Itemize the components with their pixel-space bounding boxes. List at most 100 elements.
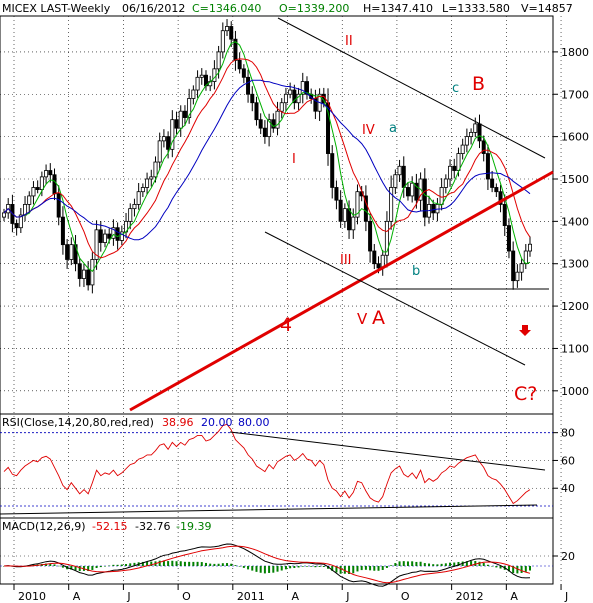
candle-up [460, 144, 465, 154]
candle-up [153, 161, 158, 178]
candle-down [52, 174, 57, 195]
macd-hist-bar [390, 565, 393, 566]
candle-down [334, 187, 339, 201]
candle-up [212, 68, 217, 82]
macd-hist-bar [255, 566, 258, 572]
macd-hist-bar [162, 560, 165, 566]
macd-hist-bar [297, 566, 300, 568]
header-close: C=1346.040 [192, 2, 261, 15]
candle-up [464, 136, 469, 146]
x-tick-label: 2011 [237, 590, 265, 603]
macd-hist-bar [234, 565, 237, 566]
candle-up [355, 191, 360, 218]
wave-label-V: V [357, 310, 368, 328]
candle-up [410, 182, 415, 197]
macd-hist-bar [482, 562, 485, 566]
macd-hist-bar [171, 560, 174, 566]
macd-hist-bar [268, 566, 271, 573]
sma-mid-line [3, 58, 531, 259]
candle-up [515, 271, 520, 282]
annotation-layer [129, 17, 554, 412]
candle-down [506, 225, 511, 252]
candle-up [283, 93, 288, 104]
y-tick-label: 1400 [561, 215, 589, 228]
sma-fast-line [3, 41, 531, 273]
candle-up [393, 174, 398, 188]
candle-up [275, 110, 280, 129]
macd-hist-bar [259, 566, 262, 573]
candle-up [149, 176, 154, 180]
wave-label-a: a [389, 121, 397, 136]
rsi-line [3, 423, 531, 505]
candle-down [401, 165, 406, 188]
macd-hist-bar [276, 566, 279, 572]
macd-hist-bar [196, 561, 199, 566]
candle-up [157, 140, 162, 163]
candle-up [456, 153, 461, 171]
candle-up [136, 191, 141, 205]
candle-up [267, 119, 272, 138]
candle-down [498, 191, 503, 205]
x-tick-label: J [564, 590, 568, 603]
macd-hist-bar [175, 561, 178, 566]
rsi-last-value: 38.96 [162, 416, 194, 429]
macd-hist-bar [209, 563, 212, 566]
macd-hist-bar [133, 562, 136, 566]
candle-up [191, 89, 196, 99]
macd-hist-bar [343, 566, 346, 574]
macd-hist-bar [49, 563, 52, 566]
macd-hist-bar [436, 564, 439, 566]
candle-up [44, 170, 49, 178]
macd-hist-bar [423, 563, 426, 566]
candle-up [351, 216, 356, 231]
candle-down [107, 233, 112, 239]
candle-down [182, 110, 187, 118]
macd-hist-bar [406, 561, 409, 566]
macd-hist-bar [108, 565, 111, 567]
rsi-lower-level: 20.00 [201, 416, 233, 429]
macd-hist-bar [221, 563, 224, 566]
header-low: L=1333.580 [442, 2, 510, 15]
macd-hist-bar [3, 566, 5, 567]
macd-hist-bar [125, 564, 128, 566]
candle-up [119, 231, 124, 241]
header-high: H=1347.410 [363, 2, 433, 15]
y-tick-label: 1800 [561, 46, 589, 59]
macd-hist-bar [419, 561, 422, 566]
y-tick-label: 1700 [561, 88, 589, 101]
macd-hist-bar [70, 566, 73, 570]
x-tick-label: A [292, 590, 300, 603]
rsi-panel [0, 413, 554, 519]
macd-hist-bar [360, 566, 363, 571]
candle-down [422, 178, 427, 218]
macd-hist-bar [411, 561, 414, 566]
candle-down [494, 187, 499, 193]
x-tick-label: 2012 [456, 590, 484, 603]
rsi-support-line [0, 504, 538, 515]
y-tick-label: 1200 [561, 300, 589, 313]
macd-hist-bar [385, 566, 388, 568]
macd-hist-bar [116, 564, 119, 566]
candle-down [254, 102, 259, 121]
channel-upper-line [277, 17, 546, 159]
candle-up [195, 76, 200, 91]
macd-hist-bar [377, 566, 380, 571]
candle-down [405, 187, 410, 197]
macd-hist-bar [507, 566, 510, 572]
sma-slow-line [3, 79, 531, 241]
candle-down [490, 178, 495, 188]
candle-down [368, 220, 373, 252]
candle-down [485, 153, 490, 180]
macd-hist-bar [348, 566, 351, 574]
candle-down [233, 38, 238, 61]
candle-up [161, 136, 166, 142]
candle-down [481, 140, 486, 154]
macd-hist-bar [356, 566, 359, 572]
y-tick-label: 1300 [561, 258, 589, 271]
candle-down [338, 199, 343, 222]
macd-hist-bar [499, 566, 502, 569]
candle-up [199, 74, 204, 78]
candle-up [102, 233, 107, 243]
macd-tick-label: 20 [561, 550, 575, 563]
candle-up [18, 214, 23, 229]
